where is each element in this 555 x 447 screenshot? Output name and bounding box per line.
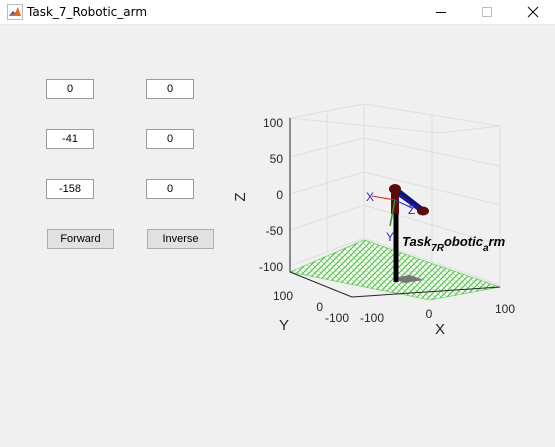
base-plate <box>392 275 424 283</box>
maximize-icon <box>482 7 492 17</box>
y-tick: 0 <box>316 300 323 314</box>
frame-y-axis <box>389 199 396 227</box>
axis-frame <box>289 118 501 298</box>
minimize-button[interactable] <box>418 0 464 24</box>
y-tick: 100 <box>273 289 293 303</box>
title-bar: Task_7_Robotic_arm <box>0 0 555 25</box>
joint3-angle-input[interactable]: -158 <box>46 179 94 199</box>
elbow-joint <box>417 206 429 216</box>
window-title: Task_7_Robotic_arm <box>27 5 148 19</box>
y-axis-label: Y <box>279 317 289 334</box>
z-tick: -100 <box>259 260 283 274</box>
z-axis-label: Z <box>232 192 249 201</box>
x-tick: -100 <box>360 311 384 325</box>
x-tick: 0 <box>426 307 433 321</box>
param3-input[interactable]: 0 <box>146 179 194 199</box>
close-button[interactable] <box>510 0 555 24</box>
forward-button[interactable]: Forward <box>47 229 114 249</box>
x-axis-ticks: -100 0 100 <box>360 302 515 325</box>
robot-name-label: Task7Roboticarm <box>402 234 506 254</box>
z-tick: 100 <box>263 116 283 130</box>
minimize-icon <box>436 12 446 13</box>
grid-lines <box>289 103 501 286</box>
frame-x-axis <box>371 195 396 201</box>
frame-z-axis <box>394 199 413 209</box>
param2-input[interactable]: 0 <box>146 129 194 149</box>
x-axis-label: X <box>435 321 445 338</box>
z-tick: 0 <box>276 188 283 202</box>
frame-x-label: X <box>366 190 374 204</box>
z-tick: 50 <box>270 152 284 166</box>
close-icon <box>527 6 539 18</box>
robot-arm: X Y Z <box>366 184 429 282</box>
frame-z-label: Z <box>408 203 415 217</box>
z-tick: -50 <box>266 224 284 238</box>
y-axis-ticks: 100 0 -100 <box>273 289 349 325</box>
z-axis-ticks: 100 50 0 -50 -100 <box>259 116 283 274</box>
y-tick: -100 <box>325 311 349 325</box>
x-tick: 100 <box>495 302 515 316</box>
joint1-angle-input[interactable]: 0 <box>46 79 94 99</box>
matlab-icon <box>7 4 23 20</box>
maximize-button[interactable] <box>464 0 510 24</box>
inverse-button[interactable]: Inverse <box>147 229 214 249</box>
frame-y-label: Y <box>386 230 394 244</box>
param1-input[interactable]: 0 <box>146 79 194 99</box>
joint2-angle-input[interactable]: -41 <box>46 129 94 149</box>
